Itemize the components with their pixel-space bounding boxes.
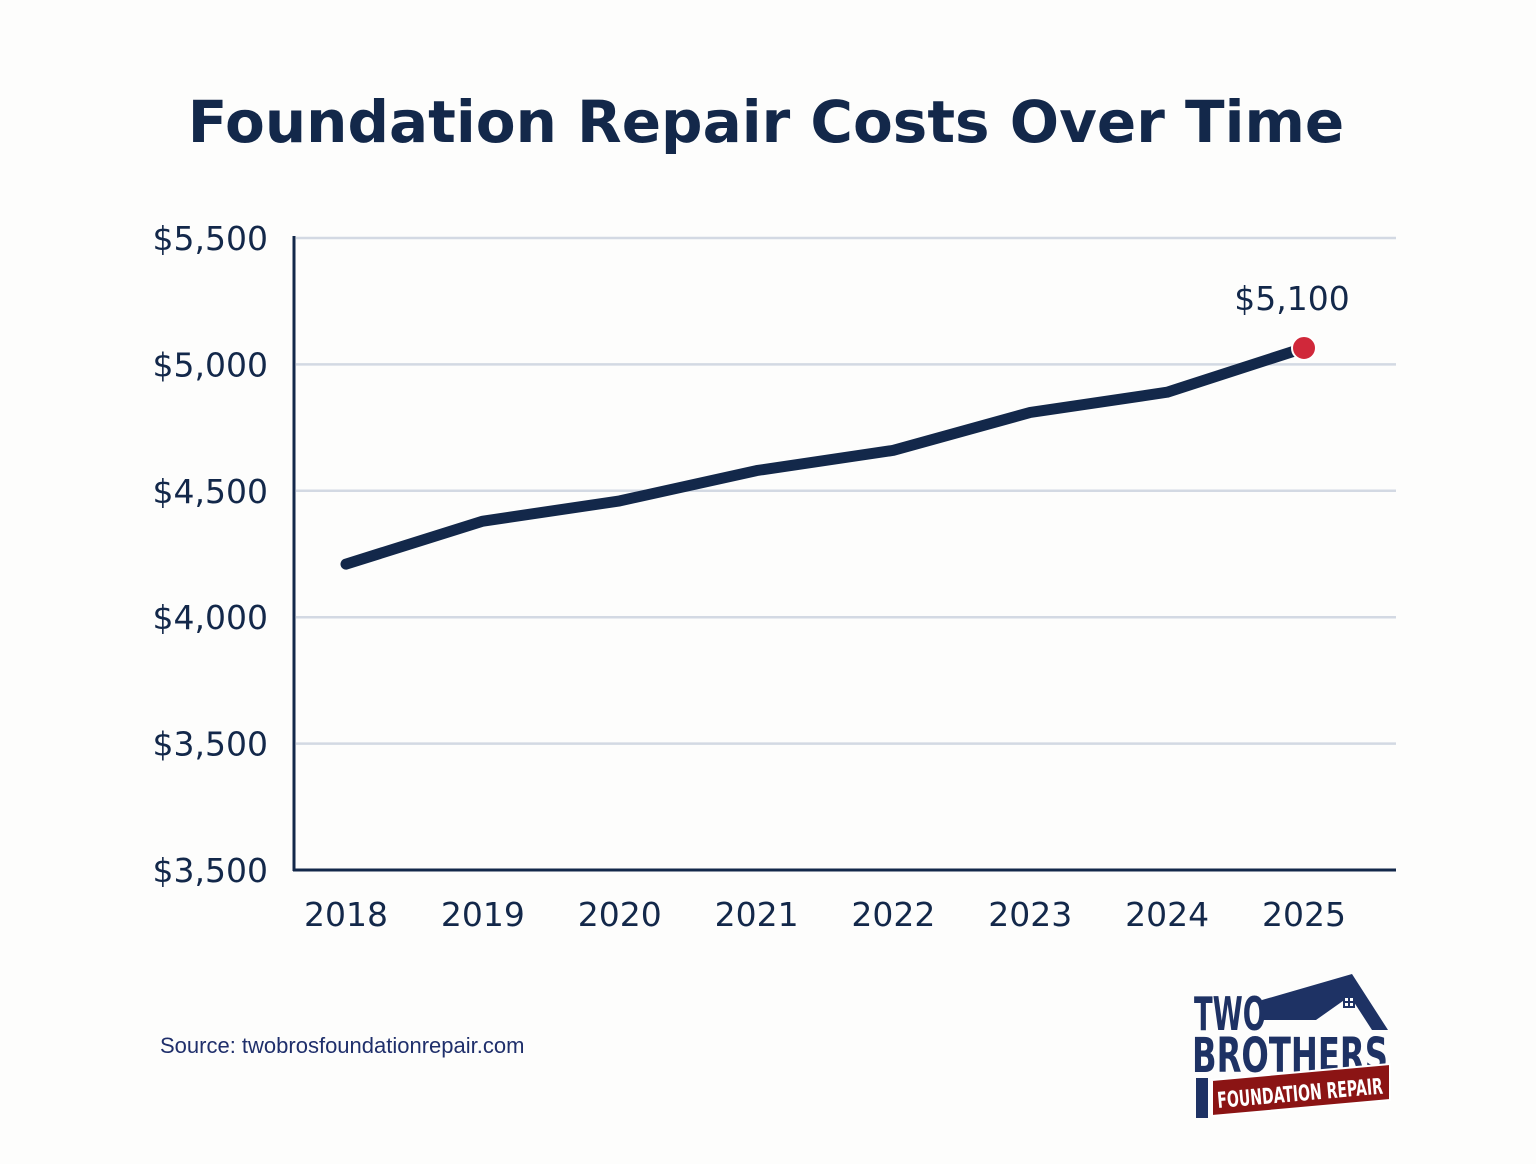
logo-banner (1211, 1062, 1391, 1118)
gridlines (296, 236, 1396, 745)
data-label: $5,100 (1234, 279, 1349, 318)
series-line (340, 342, 1310, 570)
x-tick-label: 2024 (1125, 895, 1209, 934)
y-tick-label: $5,000 (153, 345, 268, 384)
x-tick-label: 2022 (851, 895, 935, 934)
x-tick-label: 2025 (1262, 895, 1346, 934)
y-axis-ticks: $5,500 $5,000 $4,500 $4,000 $3,500 $3,500 (153, 219, 268, 890)
x-axis-ticks: 2018 2019 2020 2021 2022 2023 2024 2025 (304, 895, 1346, 934)
y-tick-label: $5,500 (153, 219, 268, 258)
logo-text-two: TWO (1194, 987, 1266, 1041)
source-text: Source: twobrosfoundationrepair.com (160, 1033, 524, 1058)
house-window-icon (1343, 996, 1355, 1008)
y-tick-label: $4,500 (153, 472, 268, 511)
x-tick-label: 2021 (715, 895, 799, 934)
y-tick-label: $4,000 (153, 598, 268, 637)
x-tick-label: 2020 (578, 895, 662, 934)
y-tick-label: $3,500 (153, 725, 268, 764)
annotations: $5,100 (1234, 279, 1350, 361)
house-roof-icon (1262, 974, 1388, 1030)
series-group (340, 342, 1310, 570)
x-tick-label: 2023 (988, 895, 1072, 934)
logo: TWO BROTHERS FOUNDATION REPAIR (1192, 974, 1391, 1118)
chart-title: Foundation Repair Costs Over Time (188, 88, 1344, 156)
y-tick-label: $3,500 (153, 851, 268, 890)
x-tick-label: 2018 (304, 895, 388, 934)
highlight-point (1291, 334, 1317, 361)
x-tick-label: 2019 (441, 895, 525, 934)
